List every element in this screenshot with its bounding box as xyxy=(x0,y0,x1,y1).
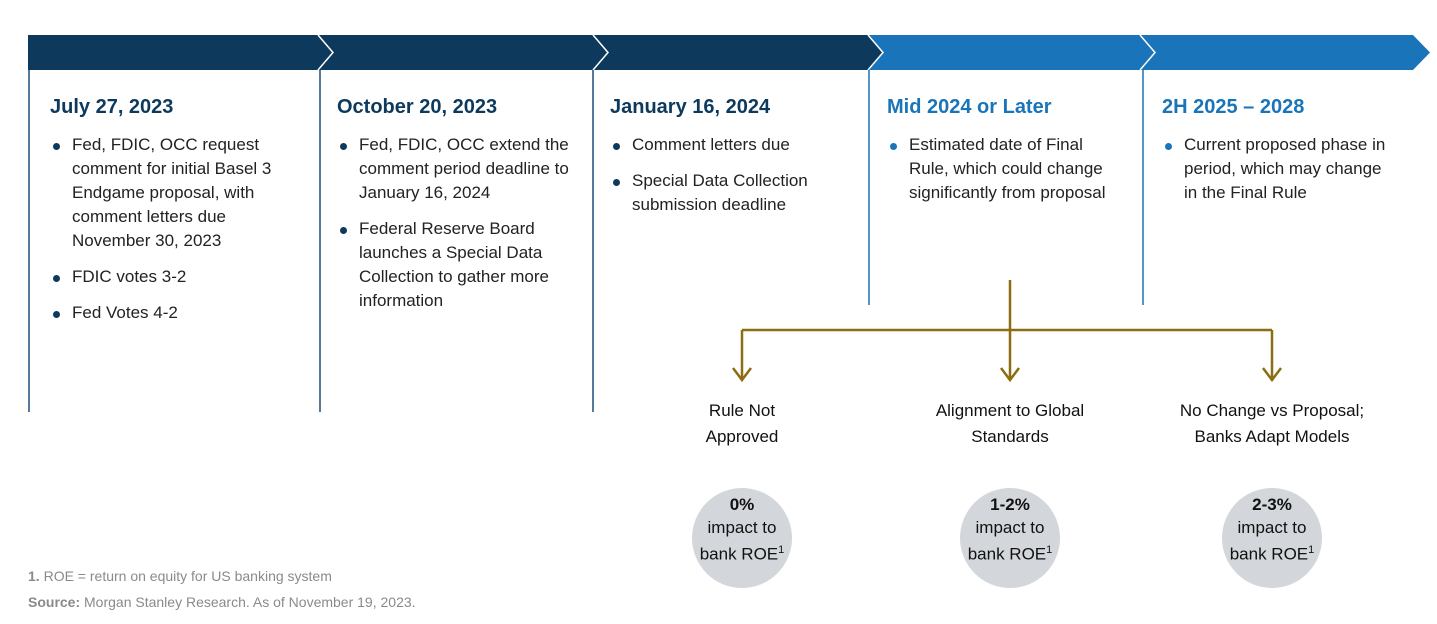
impact-pct: 1-2% xyxy=(990,495,1030,514)
bullet: Estimated date of Final Rule, which coul… xyxy=(887,133,1122,205)
bullet: Comment letters due xyxy=(610,133,860,157)
outcome-label-line: Rule Not xyxy=(708,401,776,420)
bullet: Fed, FDIC, OCC request comment for initi… xyxy=(50,133,290,253)
impact-circle: 2-3% impact to bank ROE1 xyxy=(1222,488,1322,588)
timeline-segment xyxy=(868,35,1155,70)
footnote-marker: 1. xyxy=(28,568,40,584)
column-title: October 20, 2023 xyxy=(337,96,498,118)
timeline-column: October 20, 2023 Fed, FDIC, OCC extend th… xyxy=(337,96,582,325)
timeline-segment xyxy=(28,35,333,70)
outcome-label-line: Standards xyxy=(971,427,1049,446)
timeline-column: July 27, 2023 Fed, FDIC, OCC request comm… xyxy=(50,96,290,337)
bullet: Fed, FDIC, OCC extend the comment period… xyxy=(337,133,582,205)
outcome-label-line: No Change vs Proposal; xyxy=(1179,401,1365,420)
dividers xyxy=(28,70,1144,412)
impact-pct: 2-3% xyxy=(1252,495,1292,514)
chevrons xyxy=(317,34,1156,71)
outcome-tree xyxy=(732,280,1282,383)
outcome-label-line: Banks Adapt Models xyxy=(1194,427,1350,446)
impact-circle: 1-2% impact to bank ROE1 xyxy=(960,488,1060,588)
column-title: Mid 2024 or Later xyxy=(887,96,1052,118)
impact-line: impact to xyxy=(1237,518,1307,537)
timeline-column: 2H 2025 – 2028 Current proposed phase in … xyxy=(1162,96,1397,217)
impact-line-text: bank ROE xyxy=(699,544,779,564)
timeline-column: Mid 2024 or Later Estimated date of Final… xyxy=(887,96,1122,217)
timeline-segment xyxy=(1140,35,1430,70)
bullet-list: Comment letters due Special Data Collecti… xyxy=(610,133,860,217)
bullet-list: Current proposed phase in period, which … xyxy=(1162,133,1397,205)
footnote-ref: 1 xyxy=(1308,544,1315,556)
impact-text: 0% impact to bank ROE1 xyxy=(692,488,792,566)
footnote-text: ROE = return on equity for US banking sy… xyxy=(43,568,332,584)
bullet: Federal Reserve Board launches a Special… xyxy=(337,217,582,313)
outcome-label-line: Alignment to Global xyxy=(935,401,1085,420)
footnote-ref: 1 xyxy=(778,544,785,556)
bullet-list: Fed, FDIC, OCC request comment for initi… xyxy=(50,133,290,325)
column-title: 2H 2025 – 2028 xyxy=(1162,96,1305,118)
column-title: January 16, 2024 xyxy=(610,96,771,118)
impact-line: bank ROE1 xyxy=(692,539,792,566)
outcome-label: Alignment to Global Standards xyxy=(880,398,1140,450)
bullet: Current proposed phase in period, which … xyxy=(1162,133,1397,205)
timeline-segment xyxy=(593,35,883,70)
bullet-list: Fed, FDIC, OCC extend the comment period… xyxy=(337,133,582,313)
bullet: FDIC votes 3-2 xyxy=(50,265,290,289)
impact-line: impact to xyxy=(707,518,777,537)
bullet: Fed Votes 4-2 xyxy=(50,301,290,325)
outcome-label: Rule Not Approved xyxy=(612,398,872,450)
impact-text: 2-3% impact to bank ROE1 xyxy=(1222,488,1322,566)
impact-line-text: bank ROE xyxy=(1229,544,1309,564)
column-title: July 27, 2023 xyxy=(50,96,174,118)
impact-circle: 0% impact to bank ROE1 xyxy=(692,488,792,588)
impact-line: impact to xyxy=(975,518,1045,537)
impact-line: bank ROE1 xyxy=(960,539,1060,566)
impact-pct: 0% xyxy=(729,495,755,514)
timeline-segment xyxy=(318,35,608,70)
timeline-column: January 16, 2024 Comment letters due Speci… xyxy=(610,96,860,229)
footnote-ref: 1 xyxy=(1046,544,1053,556)
footnote: 1. ROE = return on equity for US banking… xyxy=(28,568,332,584)
impact-text: 1-2% impact to bank ROE1 xyxy=(960,488,1060,566)
bullet-list: Estimated date of Final Rule, which coul… xyxy=(887,133,1122,205)
impact-line-text: bank ROE xyxy=(967,544,1047,564)
source-label: Source: xyxy=(28,594,81,610)
bullet: Special Data Collection submission deadl… xyxy=(610,169,860,217)
outcome-label-line: Approved xyxy=(705,427,779,446)
source-text: Morgan Stanley Research. As of November … xyxy=(84,594,416,610)
impact-line: bank ROE1 xyxy=(1222,539,1322,566)
outcome-label: No Change vs Proposal; Banks Adapt Models xyxy=(1142,398,1402,450)
source: Source: Morgan Stanley Research. As of N… xyxy=(28,594,416,610)
